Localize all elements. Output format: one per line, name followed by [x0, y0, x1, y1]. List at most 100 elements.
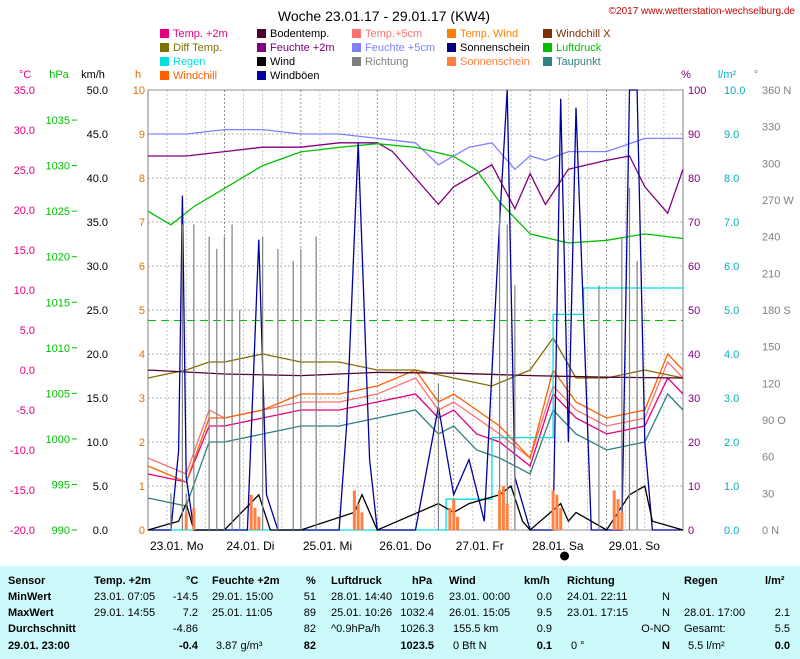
axis-tick-label: 300	[762, 158, 780, 170]
axis-tick-label: 995	[52, 479, 70, 491]
hum-min-val: 51	[303, 591, 316, 603]
legend-label: Regen	[173, 56, 205, 68]
axis-tick-label: 1010	[46, 343, 70, 355]
axis-tick-label: 3.0	[724, 393, 739, 405]
dir-header: Richtung	[567, 575, 615, 587]
axis-tick-label: 0 N	[762, 525, 779, 537]
sunshine-bar	[501, 486, 505, 530]
axis-tick-label: 270 W	[762, 195, 794, 207]
legend-swatch	[352, 29, 361, 38]
axis-tick-label: 5	[139, 305, 145, 317]
axis-tick-label: 1.0	[724, 481, 739, 493]
temp-unit: °C	[186, 575, 199, 587]
temp-max-time: 29.01. 14:55	[94, 607, 156, 619]
legend-label: Sonnenschein	[460, 56, 530, 68]
copyright: ©2017 www.wetterstation-wechselburg.de	[609, 6, 796, 17]
sunshine-bar	[249, 494, 253, 530]
legend-label: Richtung	[365, 56, 408, 68]
hum-abs: 3.87 g/m³	[216, 640, 263, 652]
hum-header: Feuchte +2m	[212, 575, 280, 587]
axis-unit: km/h	[81, 69, 105, 81]
wind-unit: km/h	[524, 575, 550, 587]
legend-label: Temp. +2m	[173, 28, 228, 40]
dir-min-val: N	[662, 591, 670, 603]
axis-unit: %	[681, 69, 691, 81]
press-current: 1023.5	[400, 640, 434, 652]
legend-swatch	[257, 71, 266, 80]
axis-tick-label: 990	[52, 525, 70, 537]
axis-tick-label: 30	[762, 488, 774, 500]
axis-unit: hPa	[49, 69, 69, 81]
axis-tick-label: 50	[688, 305, 700, 317]
axis-unit: °C	[19, 69, 31, 81]
legend-swatch	[352, 57, 361, 66]
legend-swatch	[257, 57, 266, 66]
legend-label: Feuchte +2m	[270, 42, 335, 54]
axis-tick-label: 0.0	[724, 525, 739, 537]
press-max-val: 1032.4	[400, 607, 434, 619]
axis-tick-label: 10	[688, 481, 700, 493]
sunshine-bar	[452, 499, 456, 530]
wind-current: 0.1	[536, 640, 552, 652]
dir-min-time: 24.01. 22:11	[567, 591, 628, 603]
axis-tick-label: 15.0	[14, 245, 35, 257]
axis-tick-label: 10.0	[724, 85, 745, 97]
press-max-time: 25.01. 10:26	[331, 607, 393, 619]
moon-phase-icon	[560, 551, 570, 561]
axis-tick-label: 360 N	[762, 85, 791, 97]
legend-swatch	[160, 57, 169, 66]
legend-swatch	[543, 29, 552, 38]
axis-tick-label: 30.0	[14, 125, 35, 137]
axis-unit: °	[754, 69, 758, 81]
dir-degrees: 0 °	[571, 640, 585, 652]
axis-tick-label: 7.0	[724, 217, 739, 229]
press-header: Luftdruck	[331, 575, 382, 587]
axis-tick-label: 35.0	[87, 217, 108, 229]
legend-swatch	[257, 43, 266, 52]
axis-tick-label: 7	[139, 217, 145, 229]
axis-tick-label: 35.0	[14, 85, 35, 97]
wind-min-val: 0.0	[536, 591, 552, 603]
x-tick-label: 25.01. Mi	[303, 539, 352, 553]
temp-current: -0.4	[179, 640, 198, 652]
x-tick-label: 29.01. So	[609, 539, 661, 553]
press-min-val: 1019.6	[400, 591, 434, 603]
legend-label: Temp. Wind	[460, 28, 518, 40]
axis-tick-label: 100	[688, 85, 706, 97]
stats-panel: Sensor MinWert MaxWert Durchschnitt 29.0…	[0, 566, 800, 659]
axis-tick-label: 3	[139, 393, 145, 405]
legend-swatch	[543, 57, 552, 66]
rain-max-val: 2.1	[774, 607, 790, 619]
axis-tick-label: 90 O	[762, 415, 786, 427]
legend-label: Temp.+5cm	[365, 28, 422, 40]
hum-unit: %	[306, 575, 316, 587]
rain-total: 5.5	[774, 623, 790, 635]
rain-sum: 5.5 l/m²	[688, 640, 725, 652]
axis-tick-label: 4.0	[724, 349, 739, 361]
sunshine-bar	[612, 490, 616, 530]
now-label: 29.01. 23:00	[8, 640, 70, 652]
temp-min-val: -14.5	[172, 591, 198, 603]
axis-tick-label: 45.0	[87, 129, 108, 141]
axis-tick-label: 20.0	[87, 349, 108, 361]
dir-max-time: 23.01. 17:15	[567, 607, 629, 619]
axis-tick-label: 120	[762, 378, 780, 390]
axis-tick-label: 1035	[46, 115, 70, 127]
sunshine-bar	[356, 503, 360, 530]
axis-tick-label: 25.0	[14, 165, 35, 177]
legend-label: Sonnenschein	[460, 42, 530, 54]
axis-tick-label: 1025	[46, 206, 70, 218]
axis-tick-label: 6.0	[724, 261, 739, 273]
axis-tick-label: 6	[139, 261, 145, 273]
axis-tick-label: 30	[688, 393, 700, 405]
axis-tick-label: 1020	[46, 252, 70, 264]
legend-label: Wind	[270, 56, 295, 68]
rain-unit: l/m²	[765, 575, 785, 587]
hum-min-time: 29.01. 15:00	[212, 591, 274, 603]
chart-title: Woche 23.01.17 - 29.01.17 (KW4)	[278, 8, 490, 24]
sunshine-bar	[555, 494, 559, 530]
wind-header: Wind	[449, 575, 476, 587]
x-tick-label: 28.01. Sa	[532, 539, 584, 553]
axis-tick-label: 80	[688, 173, 700, 185]
wind-max-time: 26.01. 15:05	[449, 607, 511, 619]
